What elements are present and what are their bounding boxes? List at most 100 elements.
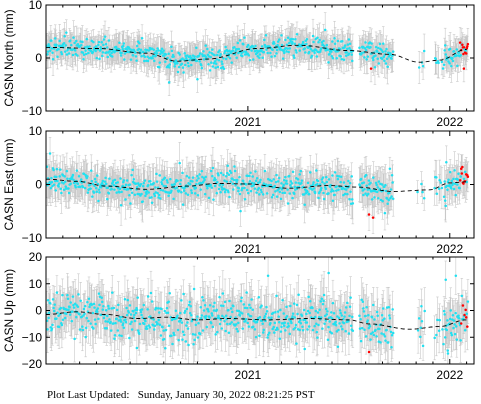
data-point: [63, 35, 66, 38]
data-point: [81, 185, 85, 189]
data-point: [135, 44, 139, 48]
data-point: [344, 54, 348, 57]
data-point: [456, 64, 459, 68]
data-point: [350, 53, 353, 56]
data-point: [82, 57, 85, 61]
data-point: [118, 187, 122, 191]
data-point: [143, 59, 146, 63]
y-axis-label: CASN North (mm): [2, 9, 16, 106]
data-point: [75, 39, 78, 43]
data-point: [63, 175, 66, 178]
data-point: [254, 44, 257, 48]
data-point: [97, 43, 100, 47]
data-point: [311, 34, 315, 38]
data-point: [96, 182, 100, 186]
data-point: [146, 59, 150, 63]
data-point: [342, 58, 346, 62]
data-point: [333, 42, 337, 45]
data-point: [282, 49, 285, 53]
data-point: [211, 65, 215, 68]
data-point: [266, 51, 269, 55]
data-point: [67, 52, 71, 55]
data-point: [215, 58, 219, 61]
data-point: [198, 52, 202, 55]
data-point: [381, 50, 384, 54]
data-point: [132, 177, 136, 181]
data-point: [55, 175, 58, 179]
data-point: [54, 189, 58, 192]
data-point: [101, 51, 105, 54]
data-point: [291, 41, 294, 44]
data-point: [129, 58, 133, 61]
data-point: [200, 66, 204, 70]
data-point: [82, 53, 86, 57]
recent-data-point: [458, 41, 462, 44]
data-point: [198, 60, 201, 63]
data-point: [160, 47, 164, 50]
y-tick-label: 10: [29, 0, 43, 12]
data-point: [187, 64, 190, 68]
data-point: [106, 186, 110, 189]
data-point: [141, 50, 145, 54]
data-point: [103, 180, 107, 183]
data-point: [250, 49, 253, 52]
data-point: [97, 40, 101, 44]
data-point: [247, 43, 250, 47]
data-point: [65, 53, 69, 56]
data-point: [320, 41, 324, 44]
data-point: [323, 28, 327, 32]
data-point: [101, 181, 104, 185]
data-point: [152, 48, 155, 52]
data-point: [294, 37, 297, 41]
data-point: [74, 52, 77, 56]
data-point: [280, 43, 284, 47]
data-point: [176, 70, 180, 74]
data-point: [130, 191, 134, 194]
data-point: [328, 52, 331, 56]
data-point: [304, 51, 307, 54]
data-point: [92, 191, 96, 194]
data-point: [271, 48, 274, 51]
data-point: [309, 47, 313, 51]
data-point: [176, 62, 179, 65]
data-layer: [46, 137, 470, 235]
data-point: [443, 44, 447, 47]
data-point: [131, 54, 135, 57]
data-point: [140, 192, 143, 196]
data-point: [90, 179, 94, 183]
data-point: [351, 59, 354, 63]
data-point: [89, 187, 92, 190]
data-point: [332, 47, 336, 51]
data-point: [222, 67, 226, 71]
data-point: [124, 198, 127, 201]
data-point: [81, 51, 85, 54]
data-point: [122, 44, 125, 48]
data-point: [325, 43, 329, 47]
data-point: [141, 184, 145, 188]
data-point: [56, 179, 59, 183]
data-point: [158, 61, 162, 64]
data-point: [170, 49, 174, 53]
data-point: [60, 191, 63, 195]
data-point: [118, 49, 122, 52]
data-point: [151, 57, 154, 60]
data-point: [322, 44, 326, 48]
data-point: [247, 54, 251, 57]
data-point: [341, 40, 344, 43]
data-point: [172, 55, 175, 58]
data-point: [99, 186, 103, 189]
data-point: [202, 50, 205, 53]
data-point: [105, 197, 109, 201]
data-point: [452, 50, 456, 53]
recent-data-point: [462, 67, 466, 70]
data-point: [134, 51, 137, 54]
data-point: [322, 39, 325, 43]
data-point: [69, 182, 72, 186]
data-point: [76, 54, 79, 57]
data-point: [275, 48, 279, 52]
data-point: [54, 179, 57, 183]
data-point: [263, 38, 266, 42]
data-point: [336, 39, 340, 43]
data-point: [182, 71, 185, 74]
